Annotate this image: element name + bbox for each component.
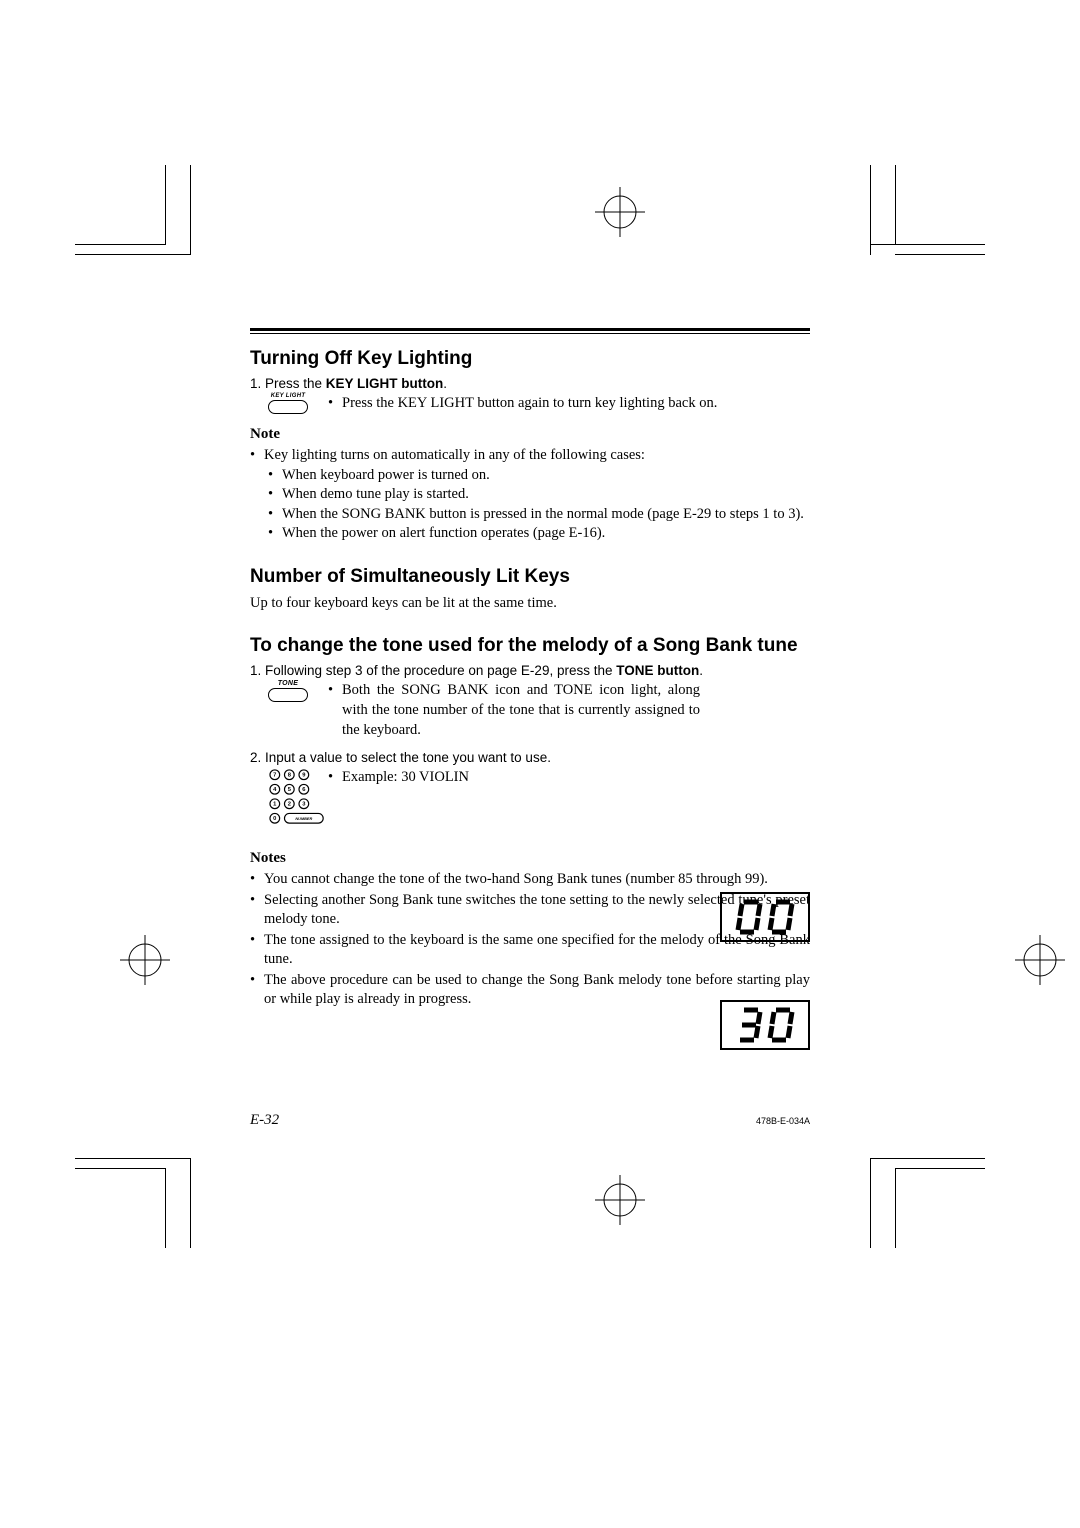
section-heading: Turning Off Key Lighting xyxy=(250,348,810,370)
bullet-icon: • xyxy=(328,768,342,788)
svg-text:1: 1 xyxy=(273,802,277,808)
step-bold: TONE button xyxy=(616,663,699,678)
crop-mark xyxy=(190,165,191,255)
svg-text:2: 2 xyxy=(288,802,291,808)
section-heading: Number of Simultaneously Lit Keys xyxy=(250,566,810,588)
button-label: KEY LIGHT xyxy=(268,393,308,399)
bullet-icon: • xyxy=(250,891,264,930)
step-prefix: 1. Press the xyxy=(250,376,326,391)
bullet-icon: • xyxy=(268,505,282,525)
crop-mark xyxy=(870,1158,985,1159)
crop-mark xyxy=(895,1168,985,1169)
note-item: When demo tune play is started. xyxy=(282,485,810,505)
body-text: Up to four keyboard keys can be lit at t… xyxy=(250,594,810,614)
svg-text:0: 0 xyxy=(273,816,276,822)
svg-text:3: 3 xyxy=(302,802,306,808)
tone-button-icon: TONE xyxy=(268,680,308,702)
bullet-icon: • xyxy=(250,446,264,466)
bullet-icon: • xyxy=(328,681,342,740)
key-light-button-icon: KEY LIGHT xyxy=(268,393,308,414)
section-heading: To change the tone used for the melody o… xyxy=(250,635,810,657)
svg-text:8: 8 xyxy=(288,773,292,779)
step-text: 1. Following step 3 of the procedure on … xyxy=(250,663,810,678)
note-item: When the power on alert function operate… xyxy=(282,524,810,544)
button-label: TONE xyxy=(268,680,308,687)
page-footer: E-32 478B-E-034A xyxy=(250,1112,810,1129)
note-item: When the SONG BANK button is pressed in … xyxy=(282,505,810,525)
bullet-text: Press the KEY LIGHT button again to turn… xyxy=(342,394,810,414)
note-heading: Note xyxy=(250,426,810,443)
step-suffix: . xyxy=(443,376,447,391)
note-item: When keyboard power is turned on. xyxy=(282,466,810,486)
horizontal-rule xyxy=(250,328,810,334)
page-number: E-32 xyxy=(250,1112,279,1129)
crop-mark xyxy=(870,1158,871,1248)
bullet-text: Both the SONG BANK icon and TONE icon li… xyxy=(342,681,700,740)
step-text: 2. Input a value to select the tone you … xyxy=(250,750,810,765)
crop-mark xyxy=(190,1158,191,1248)
svg-text:5: 5 xyxy=(288,787,292,793)
registration-mark xyxy=(1015,935,1065,985)
step-suffix: . xyxy=(699,663,703,678)
crop-mark xyxy=(870,244,985,245)
step-bold: KEY LIGHT button xyxy=(326,376,444,391)
crop-mark xyxy=(165,1168,166,1248)
registration-mark xyxy=(120,935,170,985)
seven-segment-display xyxy=(720,1000,810,1050)
crop-mark xyxy=(870,165,871,255)
bullet-icon: • xyxy=(250,931,264,970)
bullet-icon: • xyxy=(268,485,282,505)
bullet-icon: • xyxy=(328,394,342,414)
bullet-text: Example: 30 VIOLIN xyxy=(342,768,810,788)
crop-mark xyxy=(75,1168,165,1169)
seven-segment-display xyxy=(720,892,810,942)
crop-mark xyxy=(75,1158,190,1159)
crop-mark xyxy=(895,1168,896,1248)
crop-mark xyxy=(895,254,985,255)
crop-mark xyxy=(895,165,896,245)
crop-mark xyxy=(75,254,190,255)
bullet-icon: • xyxy=(250,971,264,1010)
crop-mark xyxy=(165,165,166,245)
registration-mark xyxy=(595,1175,645,1225)
step-text: 1. Press the KEY LIGHT button. xyxy=(250,376,810,391)
svg-text:NUMBER: NUMBER xyxy=(295,816,312,821)
doc-code: 478B-E-034A xyxy=(756,1116,810,1126)
bullet-icon: • xyxy=(268,524,282,544)
notes-heading: Notes xyxy=(250,850,810,867)
svg-text:9: 9 xyxy=(302,773,306,779)
svg-text:4: 4 xyxy=(273,787,277,793)
crop-mark xyxy=(75,244,165,245)
note-intro: Key lighting turns on automatically in a… xyxy=(264,446,810,466)
registration-mark xyxy=(595,187,645,237)
bullet-icon: • xyxy=(268,466,282,486)
step-prefix: 1. Following step 3 of the procedure on … xyxy=(250,663,616,678)
note-item: You cannot change the tone of the two-ha… xyxy=(264,870,810,890)
svg-text:6: 6 xyxy=(302,787,306,793)
keypad-icon: 7 8 9 4 5 6 1 2 3 0 NUMBER xyxy=(264,767,328,832)
bullet-icon: • xyxy=(250,870,264,890)
svg-text:7: 7 xyxy=(273,773,276,779)
